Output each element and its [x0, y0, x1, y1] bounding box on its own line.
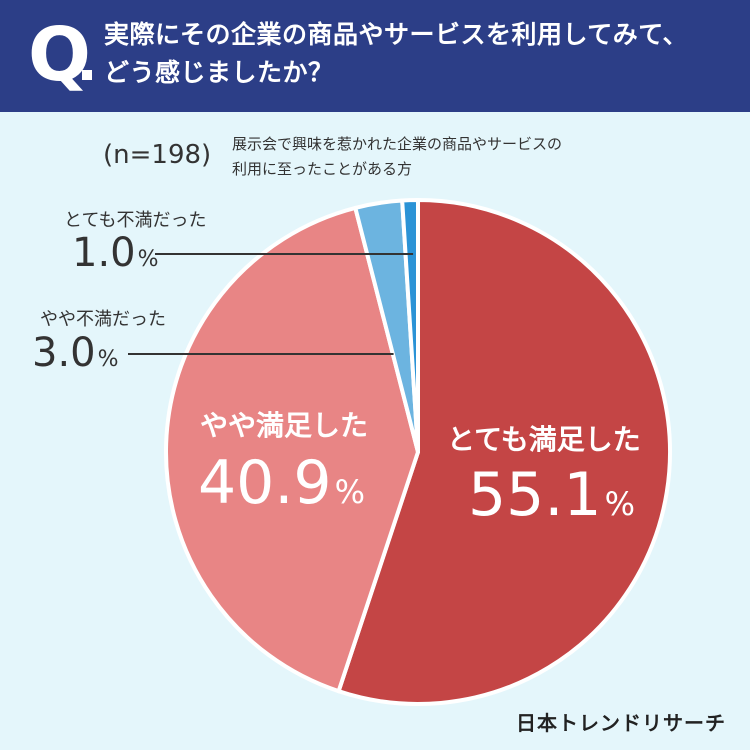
slice-label-somewhat-satisfied: やや満足した [200, 409, 369, 442]
value-number: 40.9 [198, 448, 332, 518]
percent-sign: % [604, 485, 635, 523]
note-line-2: 利用に至ったことがある方 [232, 160, 413, 178]
respondent-note: 展示会で興味を惹かれた企業の商品やサービスの 利用に至ったことがある方 [232, 132, 562, 182]
slice-label-very-satisfied: とても満足した [447, 423, 641, 456]
sample-size: (n=198) [103, 140, 212, 170]
callout-label-somewhat-dissatisfied: やや不満だった [40, 309, 166, 330]
question-line-2: どう感じましたか？ [104, 58, 334, 87]
callout-label-very-dissatisfied: とても不満だった [64, 210, 207, 231]
note-line-1: 展示会で興味を惹かれた企業の商品やサービスの [232, 135, 563, 153]
slice-value-very-satisfied: 55.1% [468, 460, 635, 530]
callout-value-somewhat-dissatisfied: 3.0% [32, 330, 119, 376]
callout-value-very-dissatisfied: 1.0% [72, 230, 159, 276]
q-mark: Q [28, 12, 91, 98]
question-header: Q 実際にその企業の商品やサービスを利用してみて、 どう感じましたか？ [0, 0, 750, 112]
pie-slice-somewhat-satisfied [164, 205, 420, 694]
q-dot [82, 70, 92, 80]
question-line-1: 実際にその企業の商品やサービスを利用してみて、 [104, 20, 689, 49]
slice-value-somewhat-satisfied: 40.9% [198, 448, 365, 518]
percent-sign: % [137, 247, 159, 272]
brand-logo: 日本トレンドリサーチ [516, 711, 726, 735]
pie-slice-very-satisfied [336, 198, 672, 706]
value-number: 3.0 [32, 330, 96, 376]
pie-slice-very-dissatisfied [400, 198, 420, 454]
percent-sign: % [97, 347, 119, 372]
value-number: 55.1 [468, 460, 602, 530]
value-number: 1.0 [72, 230, 136, 276]
percent-sign: % [334, 473, 365, 511]
question-text: 実際にその企業の商品やサービスを利用してみて、 どう感じましたか？ [104, 16, 734, 92]
